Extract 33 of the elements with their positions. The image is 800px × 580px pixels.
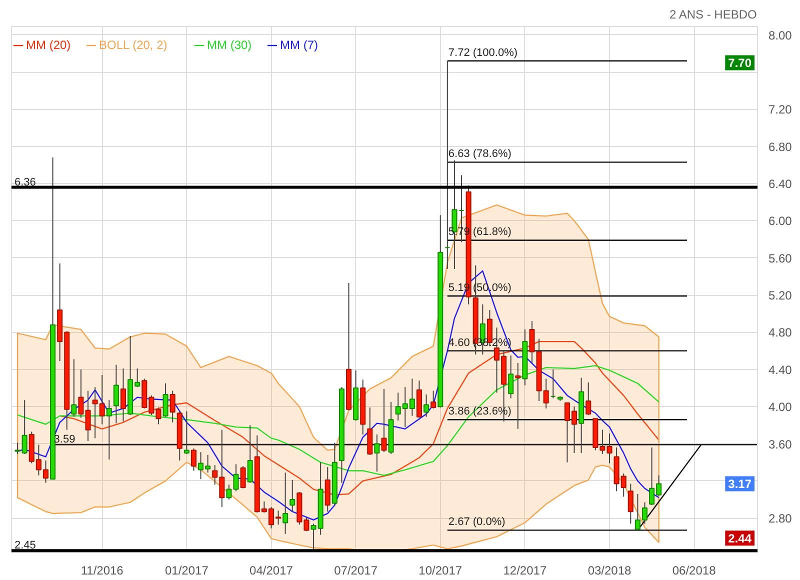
y-tick-label: 6.00 bbox=[768, 214, 792, 228]
x-tick-label: 06/2018 bbox=[672, 564, 716, 578]
y-tick-label: 4.40 bbox=[768, 362, 792, 377]
text: 2 ANS - HEBDO bbox=[669, 8, 757, 22]
y-tick-label: 7.20 bbox=[768, 102, 792, 117]
x-tick-label: 01/2017 bbox=[164, 564, 209, 578]
y-tick-label: 8.00 bbox=[768, 28, 792, 42]
legend-label: MM (30) bbox=[207, 38, 252, 52]
y-tick-label: 4.00 bbox=[768, 400, 792, 414]
y-tick-label: 6.40 bbox=[768, 177, 792, 192]
legend-label: BOLL (20, 2) bbox=[99, 38, 168, 52]
annotation: 3.17 bbox=[728, 477, 752, 492]
y-tick-label: 2.80 bbox=[768, 512, 792, 526]
y-tick-label: 4.80 bbox=[768, 326, 792, 340]
x-tick-label: 10/2017 bbox=[418, 564, 462, 578]
ref-line-label: 6.36 bbox=[14, 176, 36, 188]
x-tick-label: 07/2017 bbox=[334, 564, 378, 578]
y-tick-label: 5.60 bbox=[768, 251, 792, 266]
x-tick-label: 04/2017 bbox=[250, 564, 294, 578]
y-tick-label: 3.60 bbox=[768, 437, 792, 452]
y-tick-label: 6.80 bbox=[768, 140, 792, 154]
y-tick-label: 5.20 bbox=[768, 288, 792, 303]
ref-line-label: 2.45 bbox=[14, 540, 36, 552]
legend-label: MM (20) bbox=[26, 38, 71, 52]
x-tick-label: 03/2018 bbox=[588, 564, 632, 578]
annotation: 6.63 (78.6%) bbox=[448, 148, 512, 160]
x-tick-label: 12/2017 bbox=[503, 564, 547, 578]
annotation: 2.44 bbox=[728, 532, 752, 546]
legend-label: MM (7) bbox=[280, 38, 318, 52]
annotation: 2.67 (0.0%) bbox=[448, 516, 506, 528]
annotation: 7.70 bbox=[728, 56, 752, 70]
annotation: 7.72 (100.0%) bbox=[448, 46, 518, 59]
x-tick-label: 11/2016 bbox=[80, 564, 124, 578]
